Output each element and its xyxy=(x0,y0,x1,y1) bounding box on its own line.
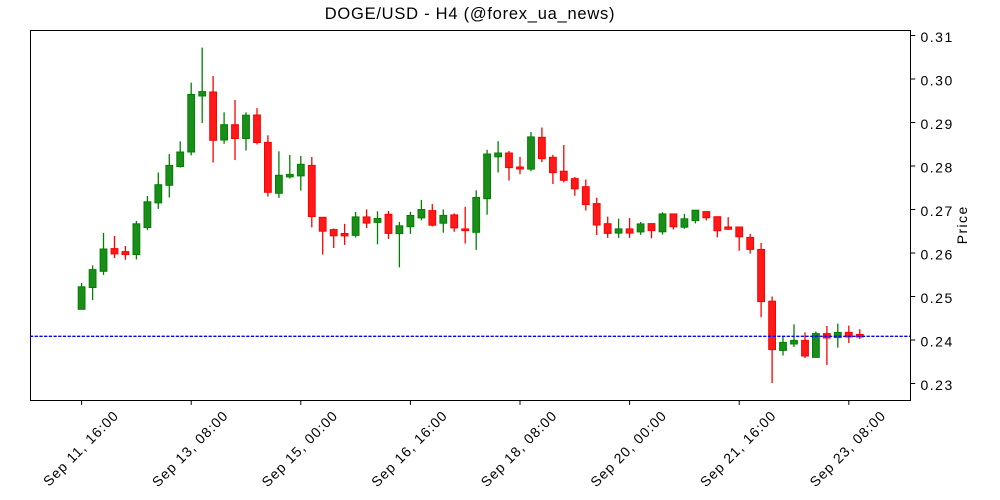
svg-text:0.24: 0.24 xyxy=(921,333,954,349)
svg-text:0.31: 0.31 xyxy=(921,29,954,45)
svg-text:0.28: 0.28 xyxy=(921,159,954,175)
svg-text:0.27: 0.27 xyxy=(921,203,954,219)
svg-text:0.23: 0.23 xyxy=(921,377,954,393)
svg-text:0.25: 0.25 xyxy=(921,290,954,306)
svg-text:0.26: 0.26 xyxy=(921,246,954,262)
svg-text:Price: Price xyxy=(954,205,970,244)
svg-text:0.30: 0.30 xyxy=(921,72,954,88)
svg-text:0.29: 0.29 xyxy=(921,116,954,132)
svg-text:DOGE/USD - H4 (@forex_ua_news): DOGE/USD - H4 (@forex_ua_news) xyxy=(325,5,616,23)
